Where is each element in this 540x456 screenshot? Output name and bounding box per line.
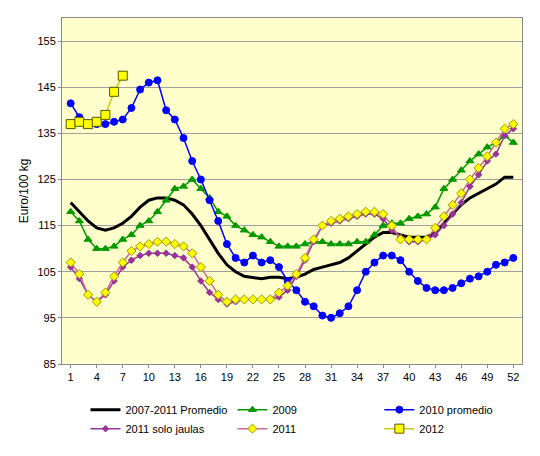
svg-text:95: 95 [44,312,56,324]
svg-text:19: 19 [221,371,233,383]
svg-text:31: 31 [325,371,337,383]
svg-text:2009: 2009 [272,404,296,416]
svg-text:105: 105 [37,266,55,278]
svg-text:46: 46 [455,371,467,383]
svg-text:Euro/100 kg: Euro/100 kg [17,159,31,224]
svg-text:16: 16 [195,371,207,383]
svg-text:85: 85 [44,358,56,370]
svg-text:52: 52 [507,371,519,383]
svg-text:2007-2011 Promedio: 2007-2011 Promedio [126,404,228,416]
svg-text:115: 115 [38,219,56,231]
svg-text:135: 135 [37,127,55,139]
svg-text:10: 10 [143,371,155,383]
svg-text:1: 1 [68,371,74,383]
svg-text:34: 34 [351,371,363,383]
svg-text:7: 7 [120,371,126,383]
svg-text:2011: 2011 [272,423,296,435]
svg-text:13: 13 [169,371,181,383]
svg-text:155: 155 [37,35,55,47]
svg-text:37: 37 [377,371,389,383]
svg-text:145: 145 [37,81,55,93]
svg-text:2012: 2012 [419,423,443,435]
svg-text:49: 49 [481,371,493,383]
svg-text:40: 40 [403,371,415,383]
svg-text:125: 125 [37,173,55,185]
svg-text:2010 promedio: 2010 promedio [419,404,492,416]
svg-text:22: 22 [247,371,259,383]
svg-text:25: 25 [273,371,285,383]
svg-text:28: 28 [299,371,311,383]
svg-text:2011 solo jaulas: 2011 solo jaulas [126,423,205,435]
svg-text:4: 4 [94,371,100,383]
svg-text:43: 43 [429,371,441,383]
